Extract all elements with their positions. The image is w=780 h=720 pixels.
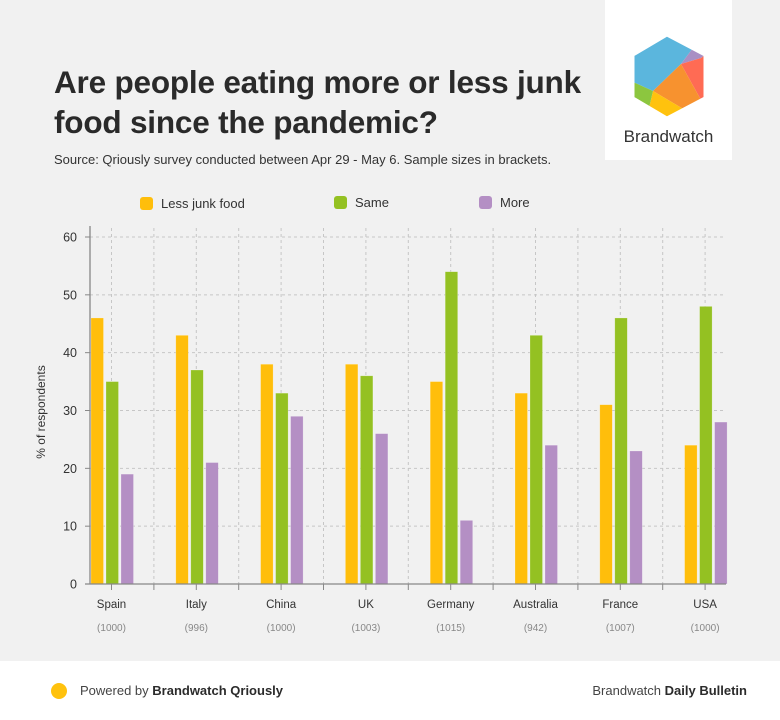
bar-same (275, 392, 289, 585)
bars (90, 271, 728, 585)
footer-dot-icon (51, 683, 67, 699)
logo-segment-green (633, 82, 653, 108)
bar-less-junk-food (429, 381, 444, 585)
x-tick-label: France (602, 599, 638, 611)
bar-more (544, 444, 558, 585)
y-tick-label: 30 (63, 404, 77, 418)
legend-label-more: More (500, 195, 530, 210)
bar-more (290, 415, 304, 585)
legend-item-same: Same (334, 195, 389, 210)
sample-size-label: (1007) (606, 623, 635, 634)
logo-text: Brandwatch (623, 127, 714, 146)
sample-size-label: (1000) (267, 623, 296, 634)
x-tick-label: Germany (427, 599, 475, 611)
y-tick-label: 20 (63, 462, 77, 476)
y-tick-label: 50 (63, 288, 77, 302)
bar-less-junk-food (260, 363, 274, 585)
x-tick-label: USA (693, 599, 717, 611)
bar-same (105, 381, 119, 585)
legend-swatch-less (140, 197, 153, 210)
bar-same (529, 335, 543, 585)
sample-size-label: (1003) (351, 623, 380, 634)
bar-same (360, 375, 374, 585)
footer-left-prefix: Powered by (80, 683, 153, 698)
sample-size-label: (1000) (97, 623, 126, 634)
legend-label-less: Less junk food (161, 196, 245, 211)
legend-swatch-more (479, 196, 492, 209)
x-tick-label: Spain (97, 599, 126, 611)
footer-bulletin: Brandwatch Daily Bulletin (592, 683, 747, 698)
bar-more (459, 520, 474, 585)
y-tick-label: 10 (63, 520, 77, 534)
bar-less-junk-food (90, 317, 104, 585)
y-tick-label: 60 (63, 231, 77, 245)
bar-same (190, 369, 204, 585)
bar-more (205, 462, 219, 585)
bar-less-junk-food (175, 335, 189, 585)
bar-same (444, 271, 459, 585)
bar-same (699, 306, 713, 585)
x-tick-label: Australia (513, 599, 558, 611)
sample-size-label: (996) (185, 623, 208, 634)
sample-size-label: (1000) (691, 623, 720, 634)
y-tick-label: 40 (63, 346, 77, 360)
chart-legend: Less junk food Same More (0, 195, 780, 216)
bar-less-junk-food (514, 392, 528, 585)
chart-title: Are people eating more or less junk food… (54, 64, 581, 140)
sample-size-label: (942) (524, 623, 547, 634)
y-axis-label: % of respondents (34, 365, 48, 458)
footer-right-brand: Daily Bulletin (664, 683, 747, 698)
logo-segment-orange (653, 64, 701, 110)
bar-same (614, 317, 628, 585)
bar-more (375, 433, 389, 585)
x-tick-label: Italy (186, 599, 207, 611)
brandwatch-hexagon-icon (631, 33, 707, 120)
logo-segment-red (681, 55, 705, 100)
bar-more (714, 421, 728, 585)
legend-label-same: Same (355, 195, 389, 210)
footer-right-prefix: Brandwatch (592, 683, 665, 698)
x-tick-label: UK (358, 599, 374, 611)
bar-less-junk-food (345, 363, 359, 585)
legend-swatch-same (334, 196, 347, 209)
logo-segment-blue (633, 35, 693, 91)
y-tick-label: 0 (70, 578, 77, 592)
legend-item-more: More (479, 195, 530, 210)
bar-more (629, 450, 643, 585)
bar-less-junk-food (684, 444, 698, 585)
sample-size-label: (1015) (436, 623, 465, 634)
footer-powered-by: Powered by Brandwatch Qriously (80, 683, 283, 698)
bar-chart: 0 10 20 30 40 50 60 Spain (1000) Italy (996) China (… (34, 226, 728, 634)
logo-outline (631, 33, 707, 120)
x-tick-label: China (266, 599, 297, 611)
bar-more (120, 473, 134, 585)
brandwatch-logo: Brandwatch (605, 0, 732, 160)
footer-left-brand: Brandwatch Qriously (152, 683, 284, 698)
bar-less-junk-food (599, 404, 613, 585)
x-labels: Spain (1000) Italy (996) China (1000) UK (1003)… (97, 584, 720, 634)
footer: Powered by Brandwatch Qriously Brandwatc… (0, 661, 780, 720)
chart-subtitle: Source: Qriously survey conducted betwee… (54, 152, 552, 167)
legend-item-less: Less junk food (140, 196, 245, 211)
